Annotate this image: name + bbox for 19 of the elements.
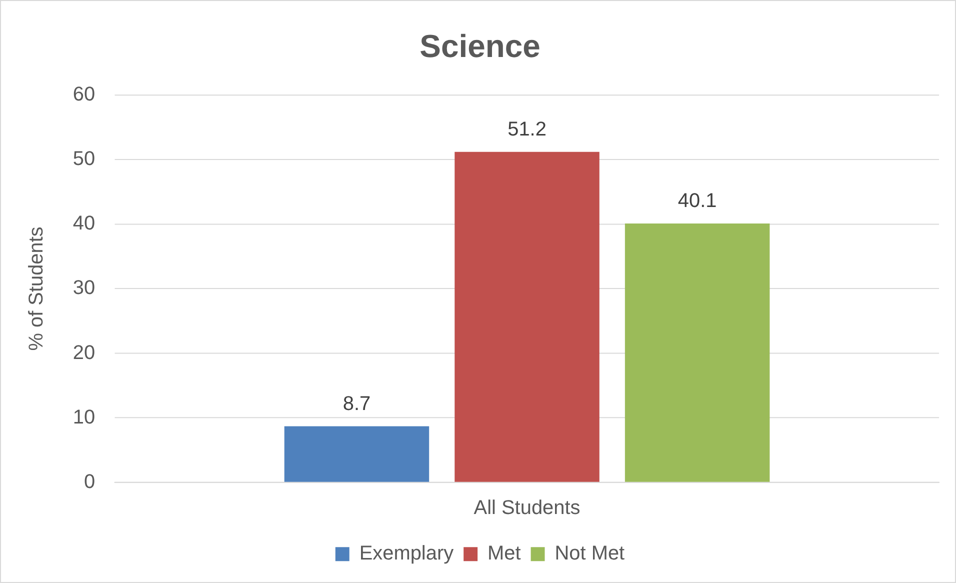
x-tick-label: All Students — [474, 496, 580, 519]
bar — [624, 224, 770, 482]
y-tick-label: 20 — [72, 342, 96, 364]
data-label: 40.1 — [678, 190, 717, 212]
y-tick-label: 30 — [72, 277, 96, 300]
y-tick-label: 40 — [72, 212, 96, 235]
chart-title: Science — [420, 28, 540, 64]
legend-label: Met — [488, 542, 522, 565]
y-tick-label: 60 — [72, 84, 96, 106]
y-tick-label: 50 — [72, 148, 96, 170]
y-tick-label: 0 — [84, 470, 96, 493]
data-label: 8.7 — [342, 392, 371, 415]
legend-label: Not Met — [554, 542, 626, 565]
y-tick-label: 10 — [72, 406, 96, 428]
bar — [284, 426, 430, 482]
y-axis-title: % of Students — [25, 226, 48, 351]
bar — [454, 152, 600, 482]
data-label: 51.2 — [508, 118, 546, 140]
legend-label: Exemplary — [359, 542, 454, 565]
